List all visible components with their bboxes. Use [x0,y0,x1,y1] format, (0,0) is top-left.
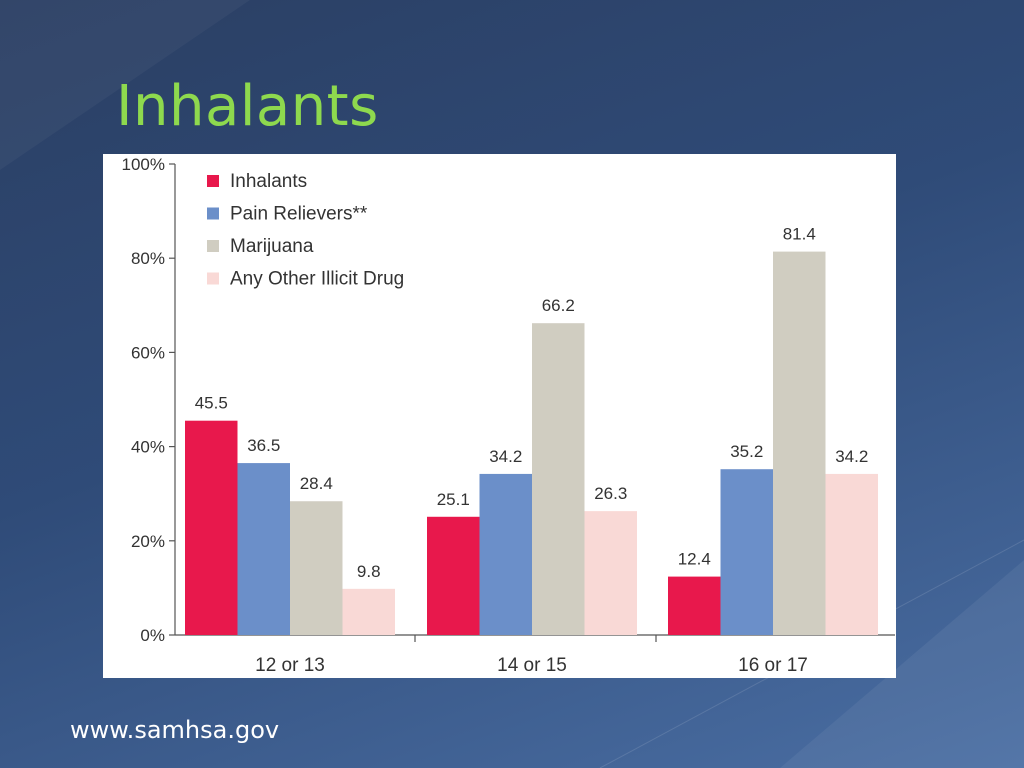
bar [342,588,395,635]
bar-chart: 0% 20% 40% 60% 80% 100% 12 or 13 14 or 15 16 or … [122,155,895,676]
data-label: 34.2 [489,447,522,466]
data-label: 9.8 [357,562,381,581]
data-label: 36.5 [247,436,280,455]
legend-label: Pain Relievers** [230,204,368,225]
bar [825,473,878,635]
y-tick-label: 60% [131,343,165,362]
bar [427,516,480,635]
slide-title: Inhalants [116,74,379,139]
legend-swatch [207,240,219,252]
bar [773,251,826,635]
bar [237,463,290,635]
y-tick-label: 20% [131,532,165,551]
legend-swatch [207,175,219,187]
legend-label: Any Other Illicit Drug [230,269,404,290]
bar [479,473,532,635]
data-label: 45.5 [195,394,228,413]
y-tick-label: 100% [122,155,165,174]
chart-panel: 0% 20% 40% 60% 80% 100% 12 or 13 14 or 15 16 or … [103,154,896,678]
bar [720,469,773,635]
legend-label: Marijuana [230,236,314,257]
y-tick-label: 0% [140,626,165,645]
y-tick-label: 40% [131,438,165,457]
x-category-label: 16 or 17 [738,655,808,676]
data-label: 34.2 [835,447,868,466]
data-label: 35.2 [730,442,763,461]
footer-url[interactable]: www.samhsa.gov [70,716,280,744]
bar [668,576,721,635]
legend-label: Inhalants [230,171,307,192]
bar [532,323,585,635]
x-category-label: 12 or 13 [255,655,325,676]
data-label: 81.4 [783,225,816,244]
legend-swatch [207,207,219,220]
legend-swatch [207,272,219,285]
bar [290,501,343,635]
data-label: 26.3 [594,484,627,503]
bar [584,511,637,635]
x-category-label: 14 or 15 [497,655,567,676]
data-label: 66.2 [542,296,575,315]
data-label: 25.1 [437,490,470,509]
bar [185,420,238,635]
y-tick-label: 80% [131,249,165,268]
data-label: 28.4 [300,474,333,493]
data-label: 12.4 [678,550,711,569]
